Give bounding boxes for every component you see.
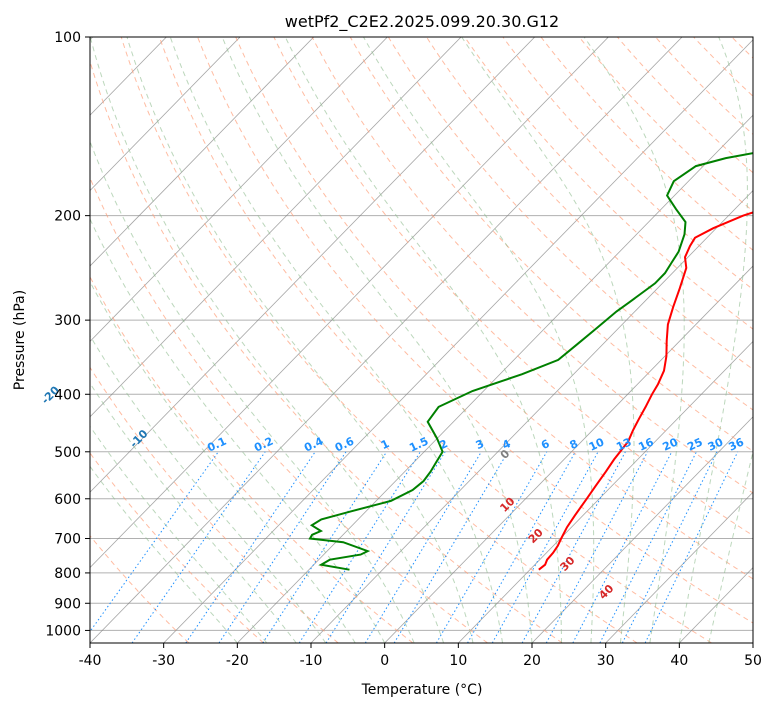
dry-adiabat-line [90,366,339,643]
y-tick-label: 200 [54,209,81,225]
isotherm-line [90,37,609,569]
dry-adiabat-line [235,37,753,580]
mixing-ratio-line [185,451,316,643]
moist-adiabat-line [90,334,327,643]
y-tick-label: 500 [54,445,81,461]
mixing-ratio-line [325,451,446,643]
x-tick-label: 50 [744,653,762,669]
mixing-ratio-line [491,451,599,643]
chart-title: wetPf2_C2E2.2025.099.20.30.G12 [285,12,559,32]
dry-adiabat-line [349,37,753,452]
x-tick-label: 20 [523,653,541,669]
isotherm-line [531,416,753,643]
x-tick-label: 0 [380,653,389,669]
x-tick-label: 30 [597,653,615,669]
mixing-ratio-label: 30 [706,435,726,453]
moist-adiabat-line [90,217,386,643]
isotherm-line [237,114,753,643]
moist-adiabat-line [90,382,297,643]
dry-adiabat-line [120,37,638,643]
y-tick-label: 600 [54,492,81,508]
x-tick-label: -10 [300,653,323,669]
isotherm-line [90,37,683,643]
moist-adiabat-line [90,465,238,643]
axis-layer: -40 -30 -20 -10 0 10 20 30 40 50 100 200 300 400 500 60… [45,30,762,669]
y-tick-label: 400 [54,387,81,403]
plot-frame [89,36,754,644]
x-tick-label: 10 [449,653,467,669]
temperature-profile-line [538,211,753,571]
y-tick-label: 800 [54,566,81,582]
grid-layer [90,37,753,643]
dry-adiabat-line [273,37,753,537]
mixing-ratio-line [644,451,739,643]
moist-adiabat-line [90,37,445,643]
moist-adiabat-line [169,37,503,643]
mixing-ratio-line [90,451,219,633]
mixing-ratio-label: 16 [636,435,656,453]
y-tick-label: 900 [54,596,81,612]
moist-adiabat-line [363,37,595,643]
dry-adiabat-line [90,59,563,643]
mixing-ratio-label: 10 [587,435,607,453]
isotherm-line [90,37,241,192]
mixing-ratio-line [393,451,509,643]
mixing-ratio-line [467,451,576,643]
moist-adiabat-line [90,425,268,643]
mixing-ratio-line [545,451,648,643]
isotherm-line [90,37,315,267]
dry-adiabat-line [197,37,753,624]
isotherm-line [90,37,388,342]
isotherm-line [458,340,753,643]
y-axis-label: Pressure (hPa) [12,290,28,390]
dry-adiabat-line [90,275,414,643]
mixing-ratio-label: 25 [685,436,704,454]
x-tick-label: 40 [670,653,688,669]
mixing-ratio-line [364,451,482,643]
dry-adiabat-line [464,37,753,330]
moist-adiabat-line [284,37,562,643]
x-tick-label: -30 [152,653,175,669]
dewpoint-profile-line [308,152,753,571]
dry-adiabat-line [387,37,753,411]
series-layer [308,152,753,571]
isotherm-line [384,265,753,643]
moist-adiabat-line [461,37,635,643]
isotherm-line [163,39,753,643]
isotherm-line [90,37,462,418]
y-tick-label: 1000 [45,623,81,639]
x-tick-label: -40 [79,653,102,669]
isotherm-line [90,37,536,493]
isotherm-line [605,491,753,643]
y-tick-label: 300 [54,313,81,329]
mixing-ratio-line [435,451,548,643]
mixing-ratio-line [521,451,626,643]
dry-adiabat-line [311,37,753,494]
mixing-ratio-label: 36 [727,435,747,453]
mixing-ratio-label: 13 [614,435,633,453]
dry-adiabat-line [90,176,488,643]
dry-adiabat-line [158,37,712,643]
y-tick-label: 700 [54,532,81,548]
mixing-ratio-line [131,451,266,643]
y-tick-label: 100 [54,30,81,46]
moist-adiabat-line [90,140,415,643]
x-tick-label: -20 [226,653,249,669]
isotherm-line [310,190,753,643]
x-axis-label: Temperature (°C) [361,682,483,698]
mixing-ratio-label: 20 [661,435,681,453]
